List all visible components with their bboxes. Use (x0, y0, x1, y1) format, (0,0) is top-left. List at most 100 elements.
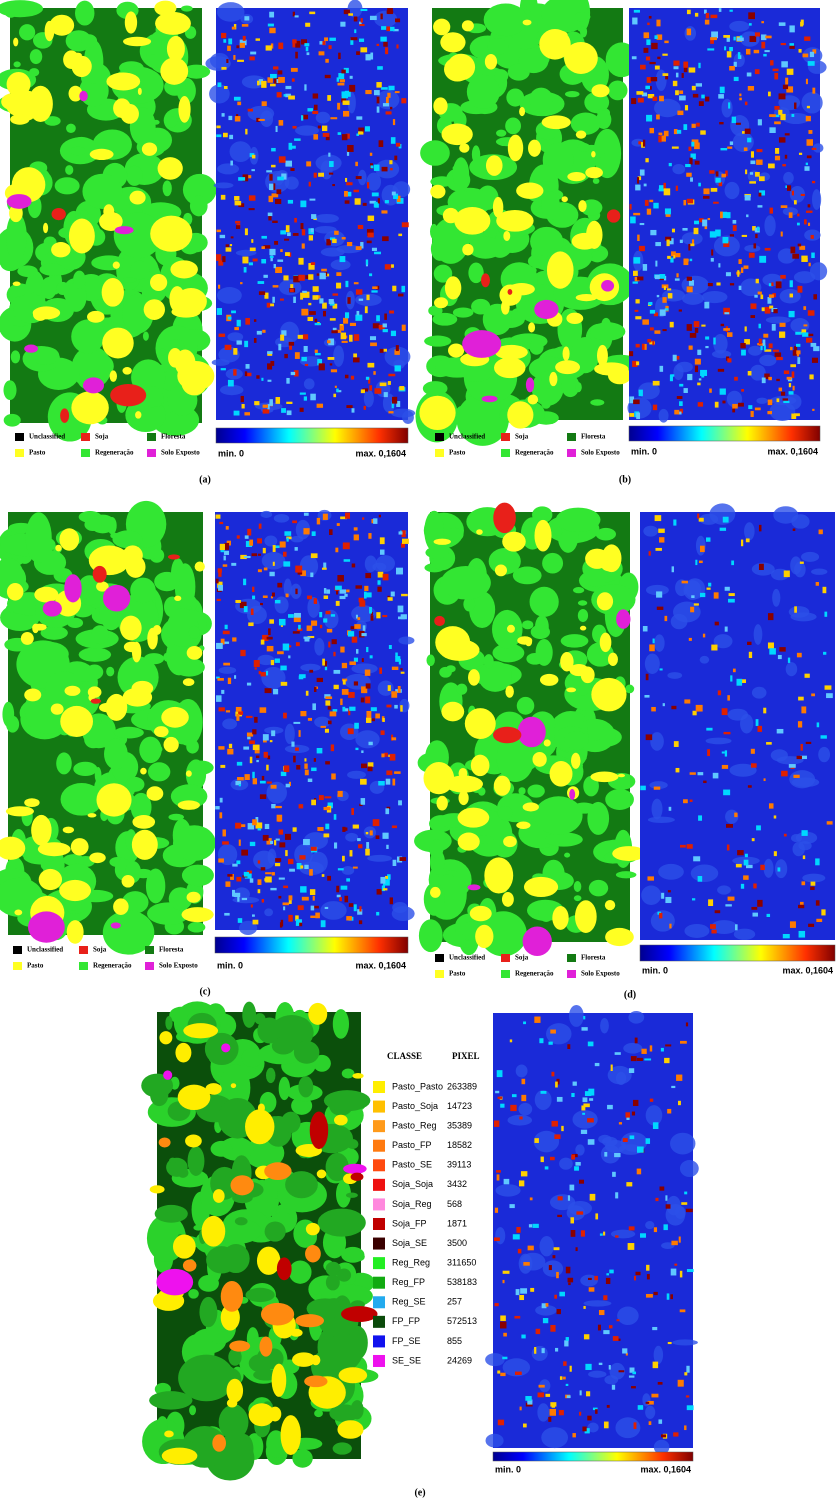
map-patch (383, 103, 389, 106)
map-patch (386, 26, 390, 31)
map-patch (737, 679, 743, 686)
map-patch (824, 612, 827, 617)
map-patch (169, 1158, 176, 1164)
map-patch (694, 603, 699, 605)
map-patch (304, 763, 307, 768)
map-patch (556, 1272, 559, 1278)
map-patch (603, 1330, 609, 1334)
map-patch (686, 1022, 688, 1026)
map-patch (633, 271, 638, 276)
map-patch (288, 614, 294, 618)
map-patch (497, 1070, 503, 1077)
map-patch (646, 1402, 650, 1404)
map-patch (79, 91, 88, 101)
map-patch (468, 669, 480, 686)
map-patch (236, 860, 240, 864)
map-patch (335, 586, 342, 590)
map-patch (567, 1044, 570, 1049)
map-patch (650, 327, 654, 330)
map-patch (51, 703, 64, 714)
pixel-count: 263389 (447, 1081, 477, 1091)
map-patch (703, 196, 709, 199)
map-patch (801, 194, 805, 196)
map-patch (761, 21, 764, 23)
legend-label: Unclassified (29, 433, 65, 441)
map-patch (527, 784, 544, 797)
map-patch (281, 408, 286, 413)
map-patch (349, 85, 355, 92)
map-patch (269, 399, 273, 406)
map-patch (162, 1448, 198, 1465)
map-patch (676, 186, 678, 191)
map-patch (352, 564, 355, 568)
map-patch (313, 286, 319, 292)
map-patch (399, 386, 404, 390)
legend-swatch (145, 946, 154, 954)
map-patch (226, 244, 229, 247)
map-patch (811, 882, 816, 886)
map-patch (299, 923, 302, 927)
map-patch (793, 775, 799, 778)
map-patch (382, 615, 387, 617)
map-patch (189, 1405, 196, 1415)
map-patch (283, 561, 290, 566)
map-patch (759, 355, 776, 366)
map-patch (348, 692, 355, 698)
map-patch (638, 98, 644, 103)
map-patch (13, 38, 18, 47)
map-patch (294, 617, 301, 622)
map-patch (785, 78, 788, 85)
map-patch (729, 66, 735, 71)
map-patch (285, 161, 292, 167)
map-patch (356, 289, 362, 294)
map-patch (639, 246, 645, 251)
map-patch (813, 346, 819, 351)
map-patch (351, 1400, 364, 1419)
map-patch (603, 1232, 605, 1236)
map-patch (434, 616, 445, 626)
map-patch (564, 1340, 568, 1346)
map-patch (331, 744, 334, 751)
map-patch (585, 549, 609, 569)
map-patch (361, 18, 363, 22)
map-patch (218, 285, 220, 289)
map-patch (234, 675, 236, 679)
legend-label: Floresta (581, 954, 606, 962)
map-patch (435, 626, 470, 658)
map-patch (248, 622, 253, 626)
map-patch (190, 195, 208, 216)
map-patch (520, 1407, 522, 1411)
map-patch (806, 742, 812, 744)
map-patch (338, 791, 343, 797)
map-patch (64, 574, 81, 602)
map-patch (337, 103, 340, 110)
map-patch (695, 560, 697, 565)
map-patch (218, 568, 222, 572)
map-patch (144, 299, 165, 320)
map-patch (790, 247, 795, 254)
map-patch (715, 910, 721, 913)
map-patch (270, 74, 277, 78)
map-patch (317, 1170, 327, 1179)
map-patch (24, 688, 41, 701)
heat-map (215, 510, 415, 935)
map-patch (279, 878, 285, 880)
map-patch (370, 16, 377, 20)
map-patch (508, 135, 523, 162)
map-patch (812, 181, 815, 183)
map-patch (587, 1118, 594, 1122)
map-patch (792, 254, 799, 259)
map-patch (673, 61, 679, 66)
map-patch (723, 790, 730, 796)
map-patch (319, 51, 325, 55)
map-patch (709, 503, 735, 524)
map-patch (686, 1209, 693, 1212)
map-patch (242, 898, 247, 900)
map-patch (725, 587, 730, 591)
map-patch (798, 697, 804, 701)
map-patch (687, 1405, 694, 1410)
map-patch (218, 585, 223, 591)
map-patch (760, 295, 763, 300)
map-patch (705, 336, 709, 339)
map-patch (721, 148, 728, 150)
